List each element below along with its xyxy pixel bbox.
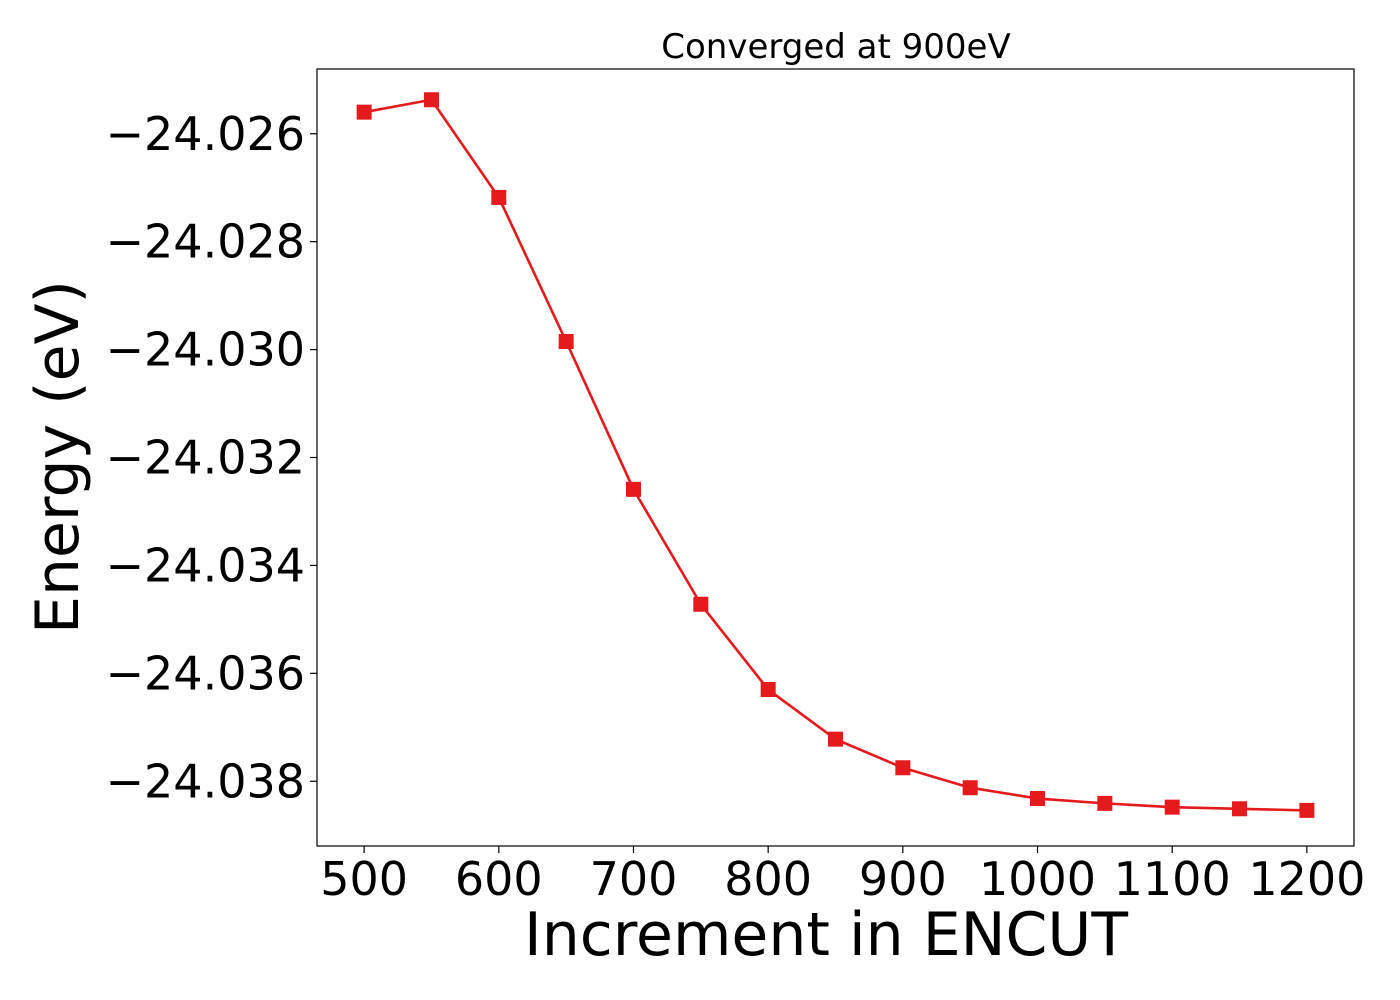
data-point-marker <box>828 731 843 747</box>
data-point-marker <box>356 104 372 120</box>
x-tick-label: 700 <box>590 852 678 906</box>
x-tick-label: 1100 <box>1114 852 1231 906</box>
data-point-marker <box>693 596 709 612</box>
x-tick-label: 1200 <box>1248 852 1365 906</box>
x-tick-label: 900 <box>859 852 947 906</box>
data-point-marker <box>1030 791 1046 807</box>
y-tick-label: −24.032 <box>106 431 306 485</box>
y-tick-label: −24.034 <box>106 538 306 592</box>
data-point-marker <box>962 780 978 796</box>
data-point-marker <box>895 760 911 776</box>
y-tick-label: −24.026 <box>106 107 306 161</box>
x-tick-label: 500 <box>320 852 408 906</box>
y-tick-label: −24.038 <box>106 754 306 808</box>
x-tick-label: 600 <box>455 852 543 906</box>
plot-area: 500 600 700 800 900 1000 1100 1200 −24.026 −24.02… <box>106 68 1365 906</box>
data-point-marker <box>423 92 439 108</box>
data-point-marker <box>1097 795 1113 811</box>
data-point-marker <box>558 333 574 349</box>
y-tick-label: −24.030 <box>106 323 306 377</box>
data-point-marker <box>491 189 507 205</box>
data-point-marker <box>625 481 641 497</box>
data-point-marker <box>760 682 776 698</box>
data-point-marker <box>1232 801 1248 817</box>
x-tick-label: 800 <box>724 852 812 906</box>
data-point-marker <box>1299 802 1315 818</box>
x-axis-label: Increment in ENCUT <box>524 900 1128 970</box>
y-tick-label: −24.028 <box>106 215 306 269</box>
chart-title: Converged at 900eV <box>661 27 1010 67</box>
y-axis-label: Energy (eV) <box>23 280 93 634</box>
y-tick-label: −24.036 <box>106 646 306 700</box>
data-point-marker <box>1164 799 1180 815</box>
x-tick-label: 1000 <box>979 852 1096 906</box>
